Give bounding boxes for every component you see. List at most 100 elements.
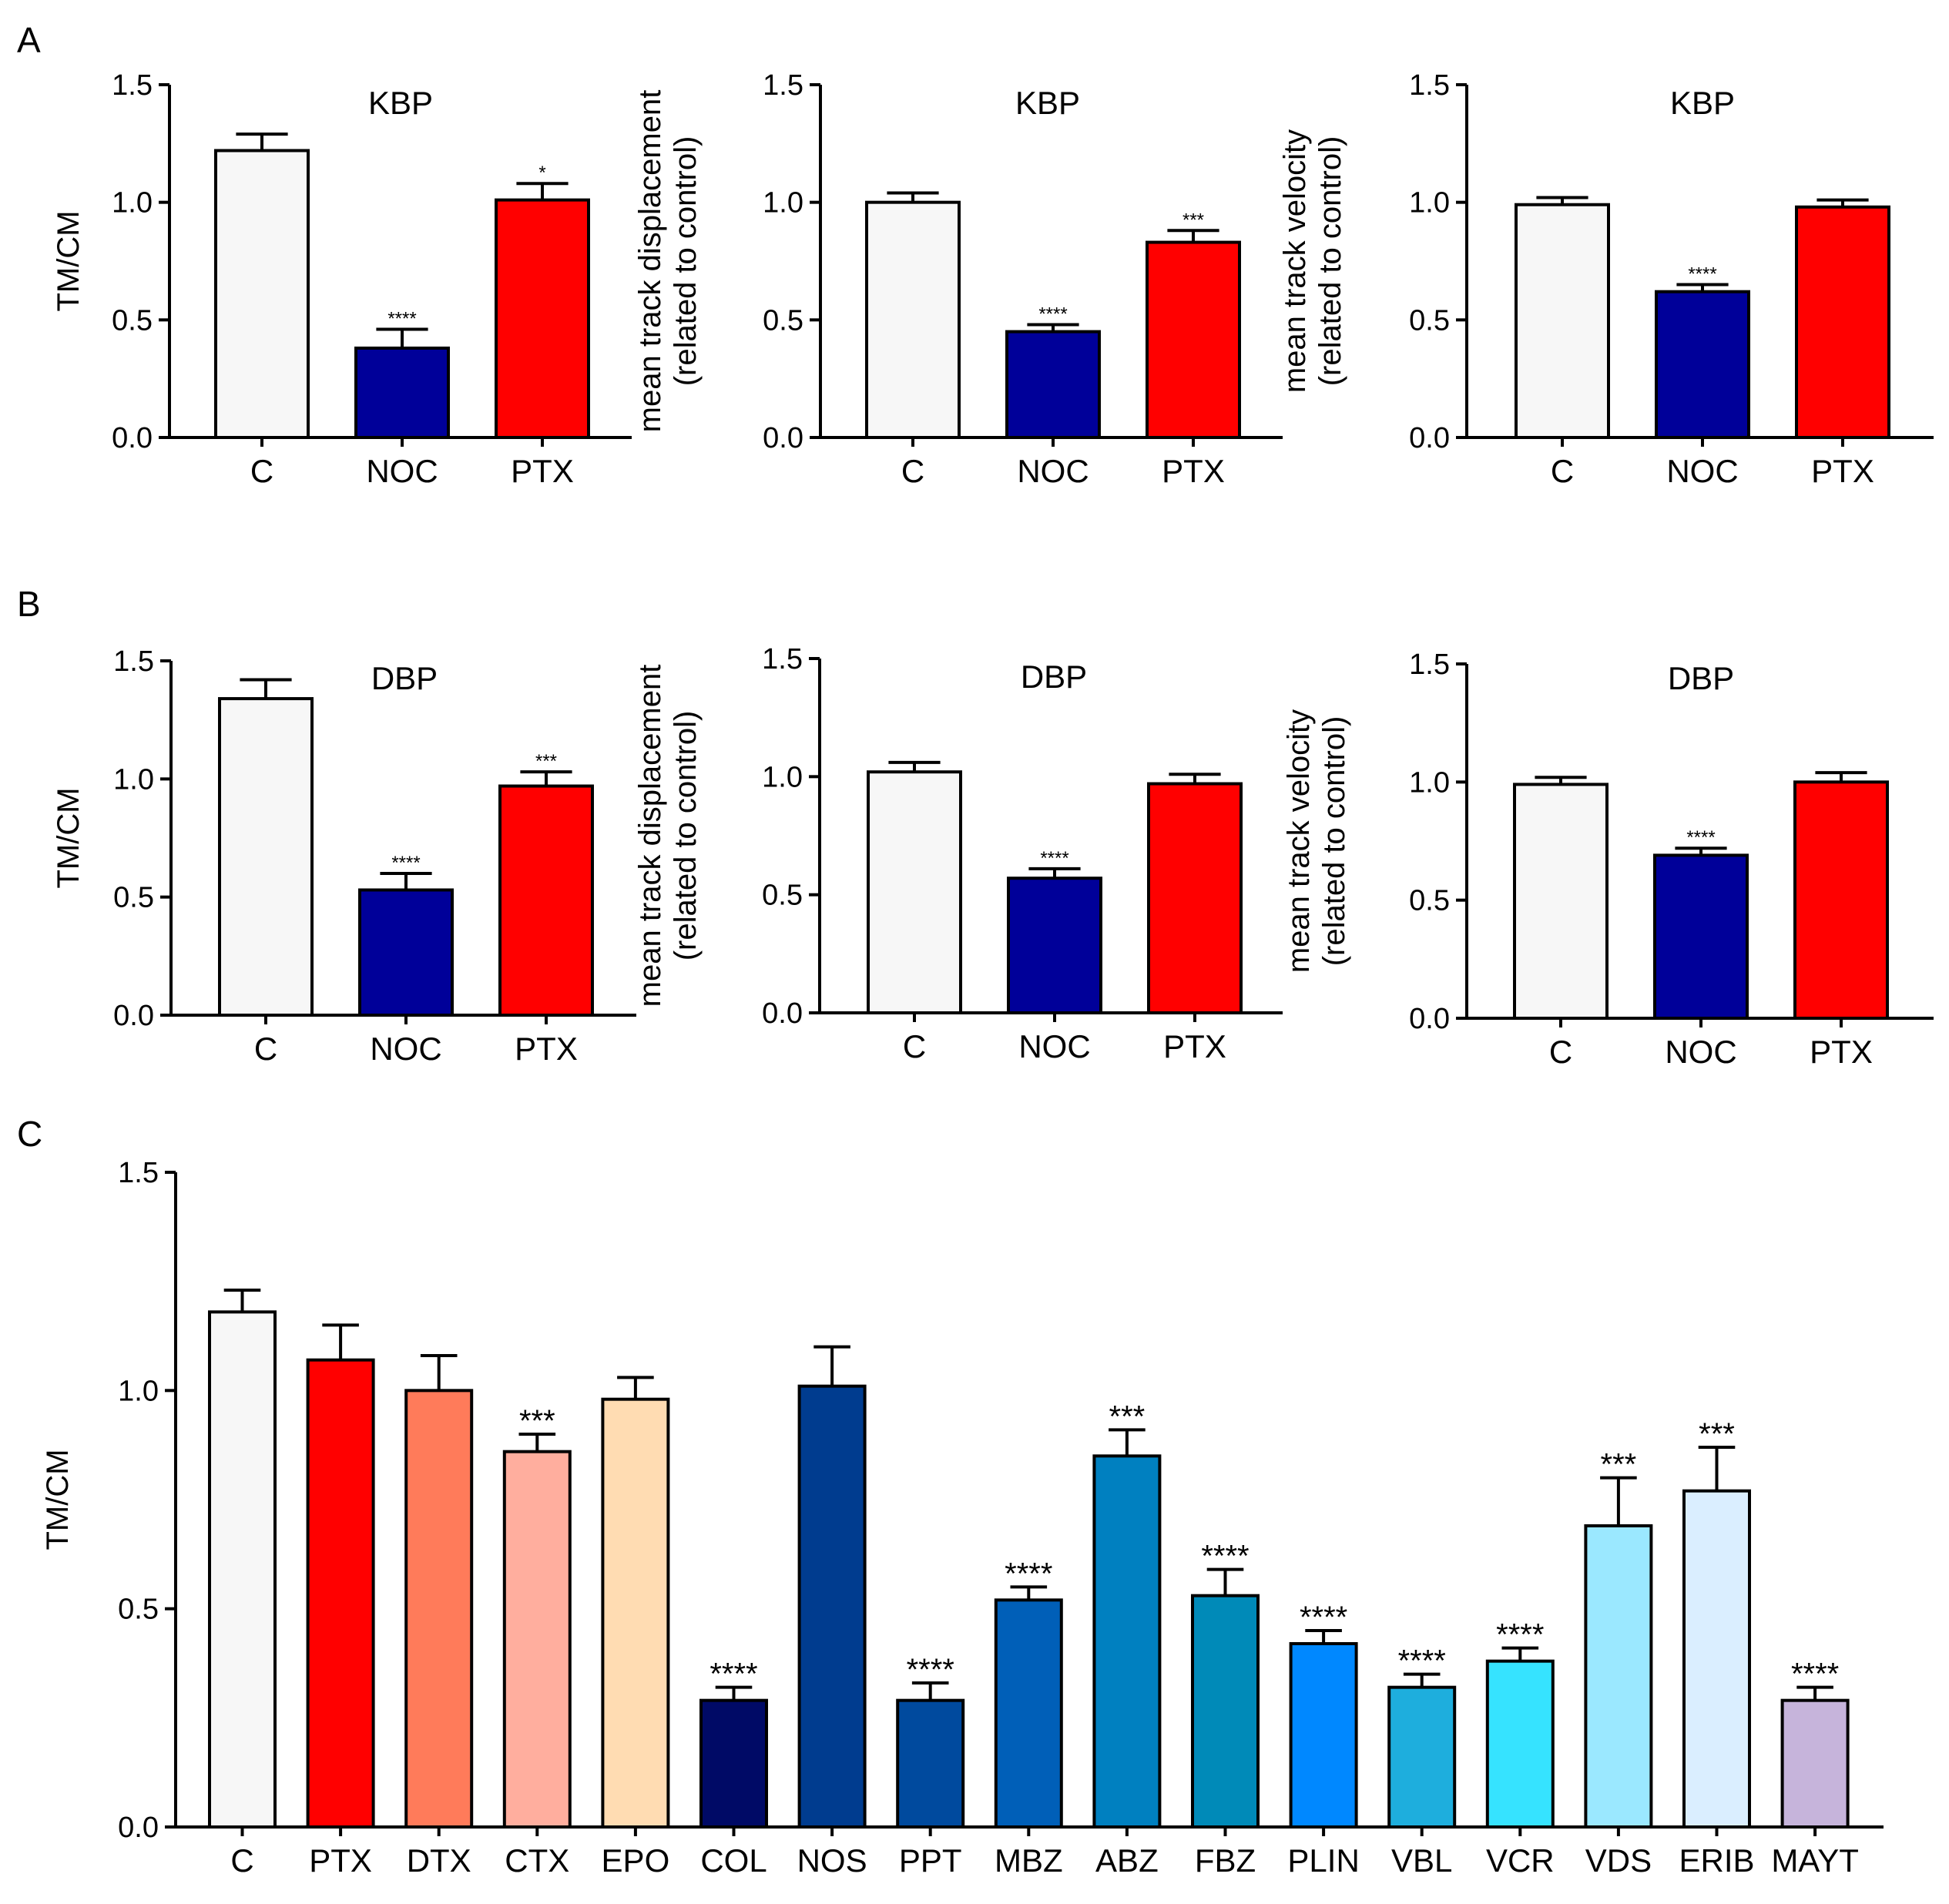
y-axis-label-line: TM/CM <box>41 1449 75 1550</box>
significance-col: **** <box>709 1658 757 1691</box>
bar-c <box>1513 783 1609 1021</box>
y-tick-label: 1.5 <box>1409 69 1450 102</box>
chart-a-kbp-tm-cm: C NOC **** PTX * 0.0 0.5 1.0 1.5 KBP TM/CM <box>52 69 632 489</box>
y-axis-label-line: mean track displacement <box>633 90 667 433</box>
bar-c <box>865 200 961 439</box>
bar-dtx <box>404 1389 474 1829</box>
y-tick-label: 1.5 <box>118 1157 159 1189</box>
x-tick-label-ptx: PTX <box>1163 1028 1226 1064</box>
significance-noc: **** <box>1038 303 1067 324</box>
significance-ptx: *** <box>535 751 557 772</box>
y-axis-label-line: TM/CM <box>52 787 86 888</box>
x-tick-label-ptx: PTX <box>511 453 574 489</box>
bar-c <box>1515 203 1610 439</box>
chart-title: DBP <box>371 660 438 696</box>
bar-ptx <box>306 1358 375 1829</box>
panel-letter-c: C <box>17 1114 42 1154</box>
y-tick-label: 0.0 <box>113 1000 154 1032</box>
bar-col <box>699 1698 768 1829</box>
x-tick-label-ctx: CTX <box>505 1842 569 1879</box>
significance-ctx: *** <box>519 1404 555 1438</box>
significance-vcr: **** <box>1496 1618 1544 1652</box>
y-axis-label: TM/CM <box>41 1449 75 1550</box>
significance-mayt: **** <box>1791 1658 1839 1691</box>
y-axis-label: mean track velocity(related to control) <box>1282 709 1351 973</box>
chart-title: DBP <box>1668 660 1734 696</box>
y-tick-label: 1.0 <box>762 761 803 793</box>
x-tick-label-c: C <box>1549 1034 1572 1070</box>
significance-erib: *** <box>1699 1417 1735 1451</box>
x-tick-label-c: C <box>254 1031 277 1067</box>
y-tick-label: 0.0 <box>763 422 803 454</box>
x-tick-label-ppt: PPT <box>899 1842 962 1879</box>
x-tick-label-ptx: PTX <box>1162 453 1225 489</box>
significance-noc: **** <box>1686 827 1715 848</box>
y-tick-label: 0.5 <box>118 1594 159 1626</box>
bar-mbz <box>994 1598 1063 1829</box>
y-tick-label: 1.0 <box>112 187 153 220</box>
bar-noc <box>354 346 450 439</box>
x-tick-label-noc: NOC <box>1018 1028 1090 1064</box>
significance-abz: *** <box>1109 1400 1146 1433</box>
bar-ptx <box>1795 205 1890 439</box>
chart-title: KBP <box>1670 85 1735 121</box>
bar-epo <box>601 1397 670 1829</box>
x-tick-label-noc: NOC <box>366 453 438 489</box>
bar-nos <box>797 1384 867 1829</box>
y-axis-label-line: (related to control) <box>1317 716 1351 967</box>
x-tick-label-c: C <box>250 453 273 489</box>
chart-title: KBP <box>368 85 433 121</box>
bar-fbz <box>1191 1594 1260 1829</box>
x-tick-label-abz: ABZ <box>1095 1842 1159 1879</box>
y-tick-label: 0.0 <box>762 997 803 1030</box>
significance-ptx: *** <box>1182 210 1204 230</box>
y-axis-label: mean track displacement(related to contr… <box>633 665 703 1007</box>
y-axis-label-line: mean track velocity <box>1282 709 1316 973</box>
x-tick-label-vbl: VBL <box>1391 1842 1452 1879</box>
significance-plin: **** <box>1300 1601 1347 1634</box>
chart-title: DBP <box>1021 659 1087 695</box>
x-tick-label-ptx: PTX <box>515 1031 578 1067</box>
bar-noc <box>1007 877 1102 1014</box>
bar-erib <box>1682 1489 1751 1829</box>
x-tick-label-ptx: PTX <box>1810 1034 1873 1070</box>
y-tick-label: 0.5 <box>113 882 154 914</box>
x-tick-label-noc: NOC <box>1017 453 1089 489</box>
significance-noc: **** <box>387 309 416 330</box>
chart-c-tm-cm-all-drugs: C PTX DTX CTX***EPO COL****NOS PPT****MBZ****… <box>41 1157 1884 1879</box>
chart-title: KBP <box>1015 85 1080 121</box>
x-tick-label-plin: PLIN <box>1287 1842 1359 1879</box>
bar-ptx <box>495 198 590 439</box>
chart-b-dbp-velocity: C NOC **** PTX 0.0 0.5 1.0 1.5 DBP mean track vel… <box>1282 649 1934 1070</box>
bar-noc <box>358 888 454 1017</box>
y-tick-label: 0.5 <box>112 304 153 337</box>
x-tick-label-mbz: MBZ <box>995 1842 1063 1879</box>
x-tick-label-noc: NOC <box>1665 1034 1736 1070</box>
y-axis-label-line: (related to control) <box>1313 136 1347 387</box>
chart-b-dbp-displacement: C NOC **** PTX 0.0 0.5 1.0 1.5 DBP mean track dis… <box>633 643 1283 1064</box>
significance-noc: **** <box>391 853 420 873</box>
y-axis-label: mean track velocity(related to control) <box>1278 129 1347 393</box>
significance-vds: *** <box>1601 1448 1637 1482</box>
y-tick-label: 1.0 <box>1409 187 1450 220</box>
x-tick-label-col: COL <box>700 1842 767 1879</box>
x-tick-label-ptx: PTX <box>309 1842 372 1879</box>
bar-plin <box>1289 1642 1358 1829</box>
x-tick-label-dtx: DTX <box>407 1842 471 1879</box>
y-axis-label-line: mean track displacement <box>633 665 667 1007</box>
y-axis-label: TM/CM <box>52 210 86 311</box>
y-tick-label: 1.5 <box>763 69 803 102</box>
x-tick-label-noc: NOC <box>370 1031 441 1067</box>
y-tick-label: 0.5 <box>1409 885 1450 917</box>
y-tick-label: 0.0 <box>118 1812 159 1844</box>
bar-noc <box>1653 853 1749 1021</box>
x-tick-label-c: C <box>1551 453 1574 489</box>
x-tick-label-c: C <box>903 1028 926 1064</box>
bar-mayt <box>1780 1698 1850 1829</box>
bar-ppt <box>896 1698 965 1829</box>
y-tick-label: 0.0 <box>1409 1003 1450 1035</box>
x-tick-label-vcr: VCR <box>1486 1842 1555 1879</box>
bar-ctx <box>502 1450 572 1829</box>
y-tick-label: 1.0 <box>113 763 154 796</box>
